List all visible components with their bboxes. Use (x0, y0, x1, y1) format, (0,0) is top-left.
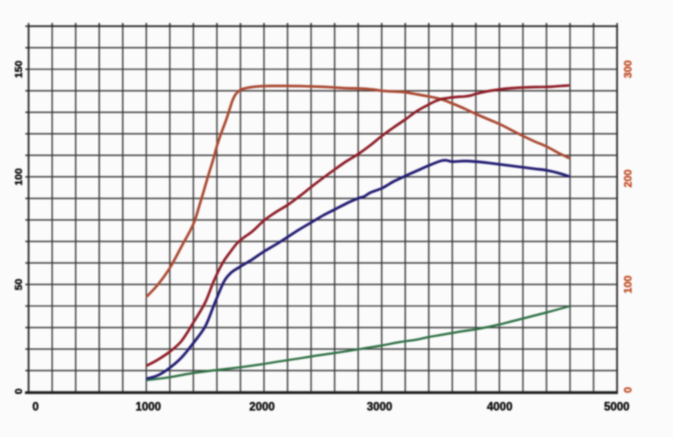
svg-text:50: 50 (13, 279, 25, 291)
svg-text:300: 300 (623, 60, 635, 78)
svg-text:1000: 1000 (136, 402, 162, 414)
svg-text:100: 100 (13, 168, 25, 186)
svg-text:0: 0 (32, 402, 38, 414)
svg-text:100: 100 (623, 275, 635, 293)
svg-text:200: 200 (623, 169, 635, 187)
svg-text:150: 150 (13, 60, 25, 78)
svg-text:5000: 5000 (604, 402, 630, 414)
svg-text:3000: 3000 (367, 402, 393, 414)
svg-text:2000: 2000 (249, 402, 275, 414)
svg-text:0: 0 (13, 388, 25, 394)
svg-text:4000: 4000 (487, 402, 513, 414)
svg-text:0: 0 (623, 387, 635, 393)
